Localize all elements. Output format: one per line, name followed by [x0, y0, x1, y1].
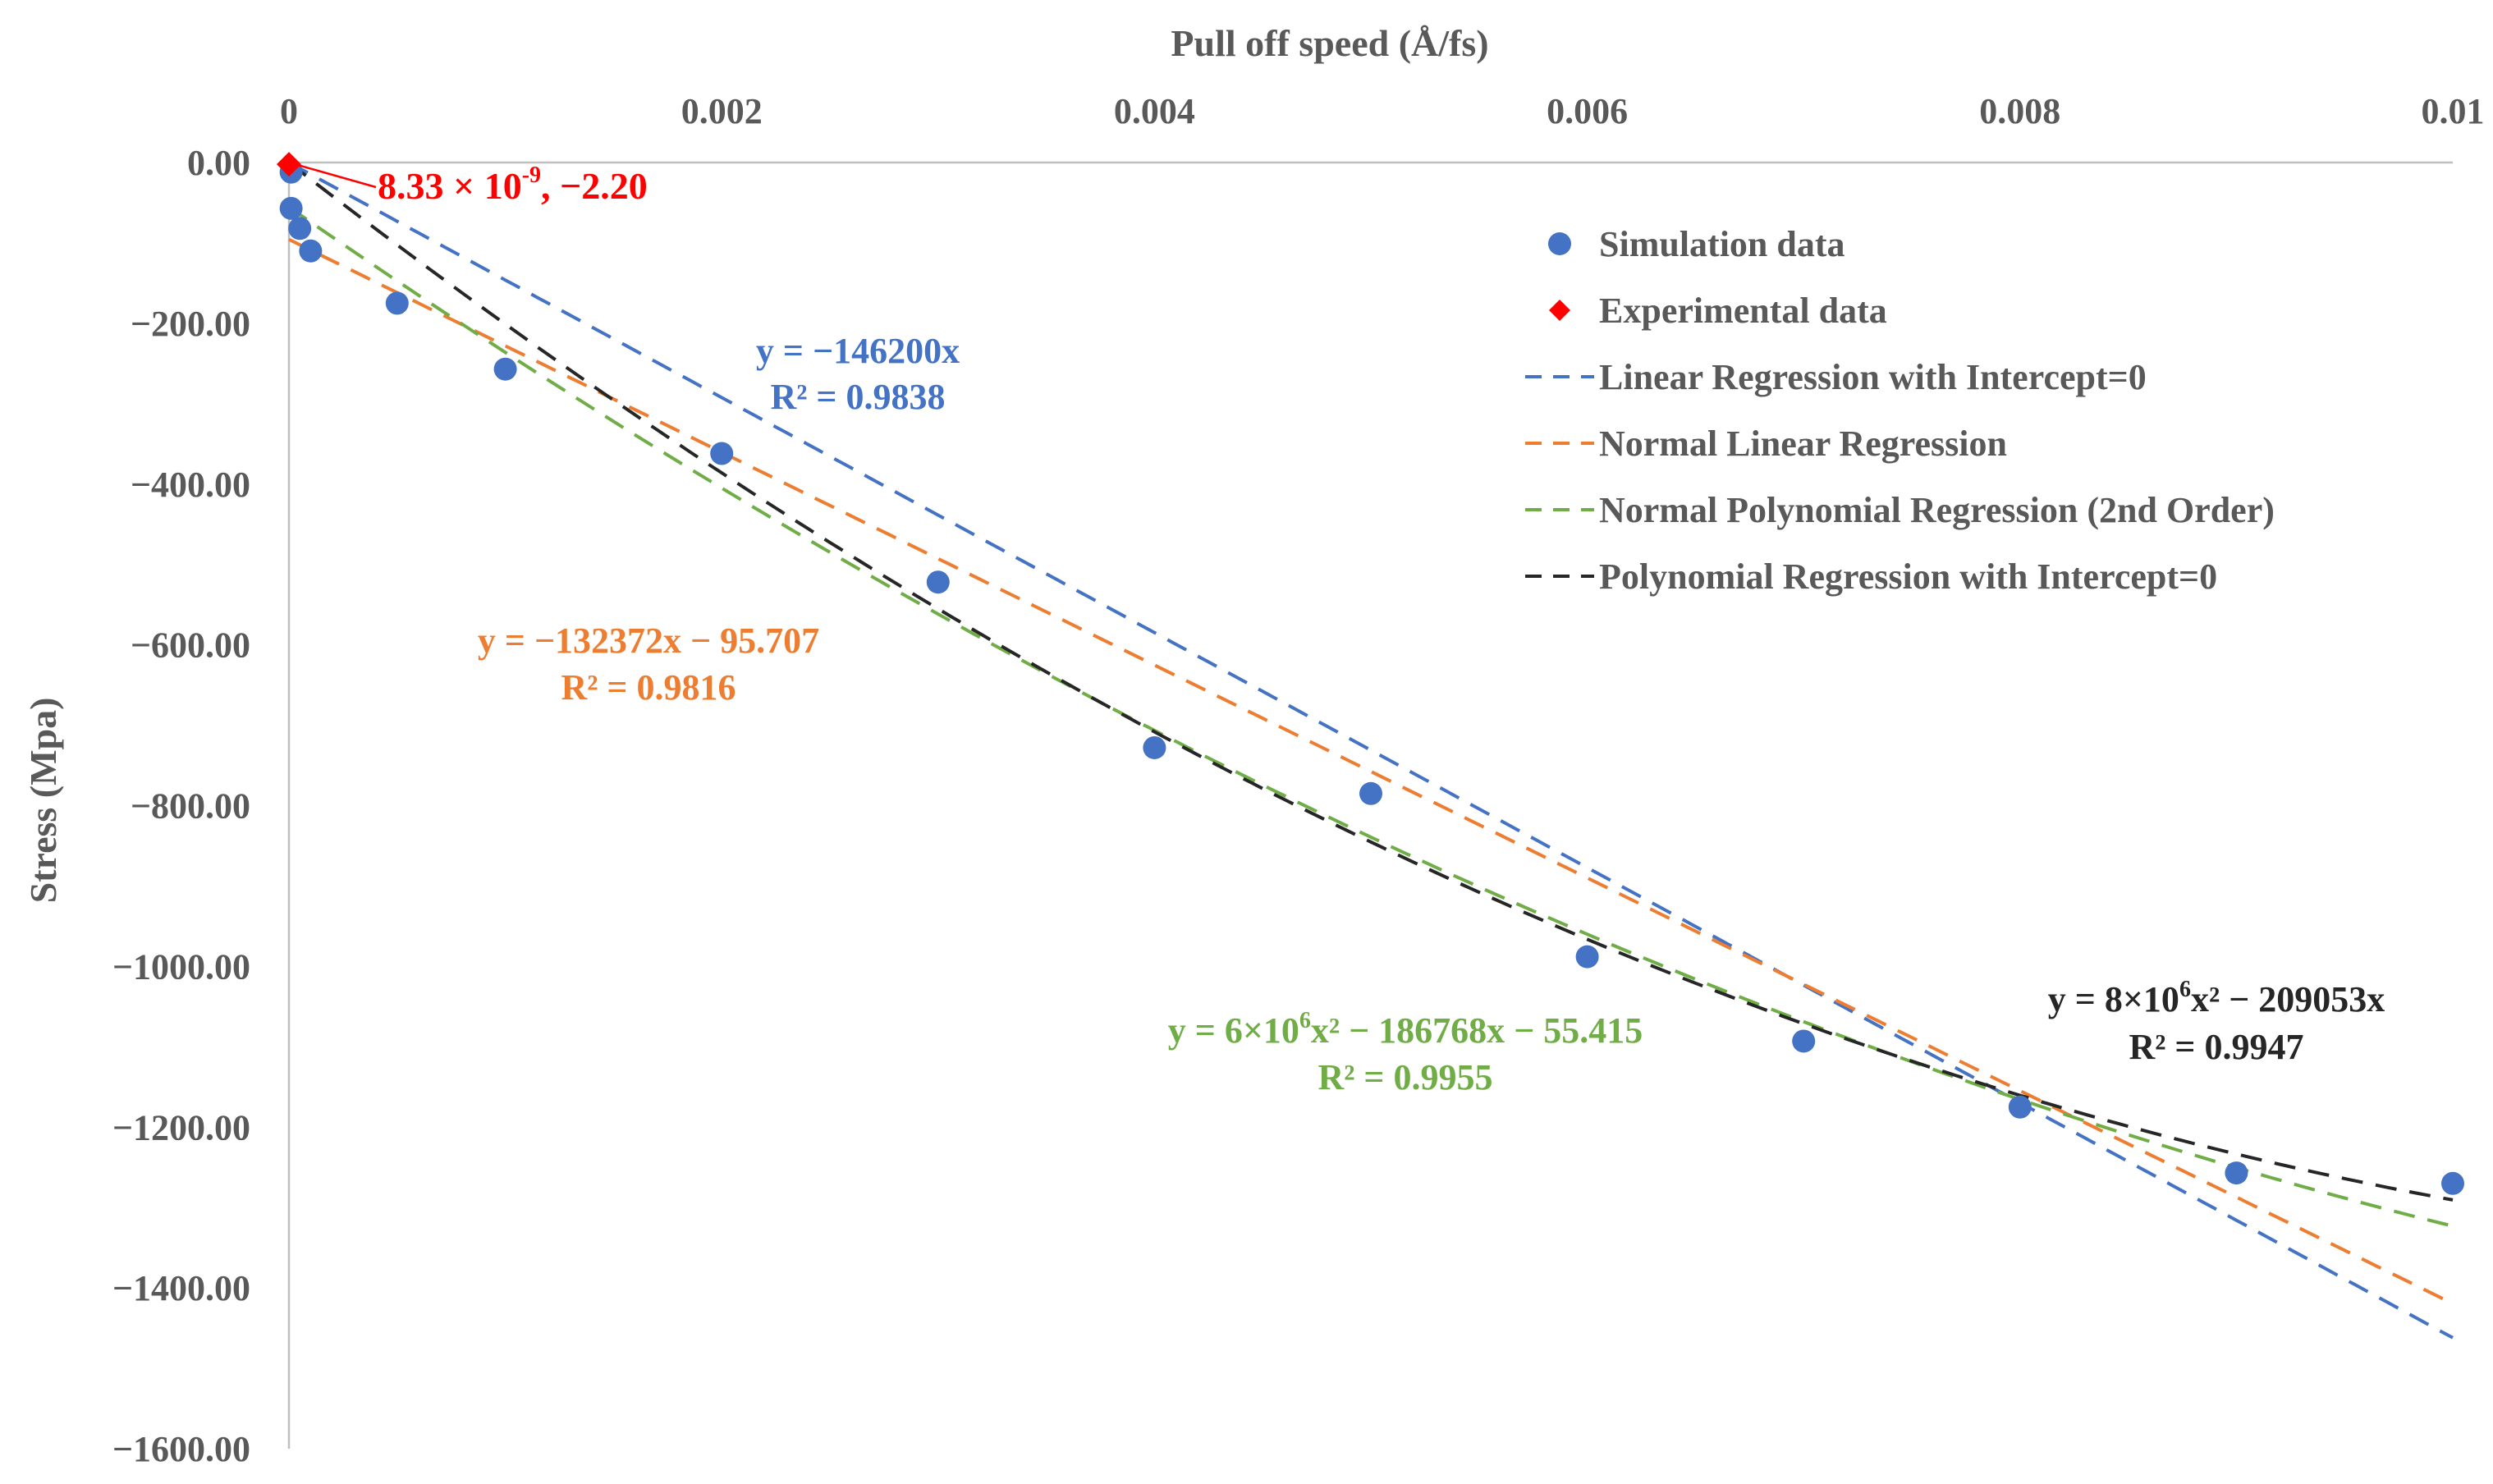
simulation-point	[288, 217, 312, 240]
simulation-point	[2441, 1171, 2464, 1195]
y-tick-label: −800.00	[131, 786, 250, 827]
exp-label-suffix: , −2.20	[541, 165, 648, 207]
x-tick-label: 0.006	[1547, 91, 1628, 131]
simulation-point	[1143, 735, 1166, 759]
x-tick-labels: 0 0.002 0.004 0.006 0.008 0.01	[280, 91, 2485, 131]
simulation-point	[279, 196, 303, 220]
simulation-point	[385, 291, 409, 315]
experimental-leader-line	[288, 161, 377, 189]
eq-poly-zero-line2: R² = 0.9947	[2129, 1027, 2303, 1067]
eq-poly-normal-post: x² − 186768x − 55.415	[1311, 1010, 1643, 1051]
legend-marker-circle	[1548, 232, 1571, 255]
y-tick-label: −1400.00	[112, 1268, 250, 1308]
exp-label-sup: -9	[522, 163, 541, 188]
eq-poly-normal-line2: R² = 0.9955	[1318, 1057, 1492, 1097]
trendline-1	[288, 161, 2454, 1340]
trendlines	[287, 161, 2454, 1340]
x-tick-label: 0.01	[2422, 91, 2485, 131]
simulation-point	[1575, 945, 1599, 969]
eq-linear-zero-line2: R² = 0.9838	[770, 377, 945, 417]
eq-linear-zero-line1: y = −146200x	[756, 331, 960, 371]
eq-poly-normal-line1: y = 6×106x² − 186768x − 55.415	[1168, 1008, 1643, 1051]
experimental-point	[277, 152, 302, 177]
eq-poly-zero-pre: y = 8×10	[2048, 979, 2179, 1019]
legend: Simulation data Experimental data Linear R…	[1525, 224, 2275, 597]
y-tick-label: 0.00	[187, 143, 250, 183]
y-tick-labels: 0.00 −200.00 −400.00 −600.00 −800.00 −1000.00…	[112, 143, 250, 1469]
y-tick-label: −400.00	[131, 465, 250, 505]
y-tick-label: −1600.00	[112, 1429, 250, 1469]
x-tick-label: 0	[280, 91, 298, 131]
eq-poly-zero-line1: y = 8×106x² − 209053x	[2048, 977, 2385, 1019]
x-tick-label: 0.008	[1979, 91, 2060, 131]
y-tick-label: −600.00	[131, 625, 250, 666]
simulation-point	[1359, 781, 1382, 805]
simulation-point	[493, 357, 517, 381]
axes	[287, 161, 2453, 1449]
x-axis-title: Pull off speed (Å/fs)	[1171, 22, 1488, 64]
simulation-point	[1792, 1029, 1816, 1053]
legend-label: Simulation data	[1599, 224, 1845, 264]
x-tick-label: 0.002	[681, 91, 763, 131]
simulation-point	[926, 570, 950, 594]
x-tick-label: 0.004	[1114, 91, 1195, 131]
legend-marker-diamond	[1549, 300, 1570, 321]
legend-label: Normal Linear Regression	[1599, 424, 2007, 464]
legend-label: Normal Polynomial Regression (2nd Order)	[1599, 490, 2275, 530]
trendline-2	[288, 237, 2454, 1305]
experimental-point-label: 8.33 × 10-9, −2.20	[378, 163, 648, 207]
y-axis-title: Stress (Mpa)	[22, 698, 64, 904]
simulation-point	[2008, 1095, 2032, 1119]
y-tick-label: −1200.00	[112, 1107, 250, 1147]
eq-poly-zero-sup: 6	[2179, 977, 2191, 1002]
simulation-point	[2225, 1161, 2248, 1185]
eq-linear-normal-line1: y = −132372x − 95.707	[478, 621, 819, 661]
trendline-4	[287, 161, 2454, 1202]
exp-label-main: 8.33 × 10	[378, 165, 522, 207]
simulation-point	[710, 442, 734, 465]
legend-label: Polynomial Regression with Intercept=0	[1599, 556, 2217, 597]
simulation-point	[299, 239, 323, 263]
y-tick-label: −200.00	[131, 304, 250, 344]
legend-label: Linear Regression with Intercept=0	[1599, 357, 2147, 397]
legend-label: Experimental data	[1599, 291, 1887, 331]
markers	[277, 152, 2464, 1195]
eq-poly-normal-sup: 6	[1299, 1008, 1311, 1033]
eq-linear-normal-line2: R² = 0.9816	[561, 667, 736, 708]
eq-poly-normal-pre: y = 6×10	[1168, 1010, 1299, 1051]
trendline-3	[287, 205, 2454, 1228]
eq-poly-zero-post: x² − 209053x	[2191, 979, 2385, 1019]
y-tick-label: −1000.00	[112, 946, 250, 987]
